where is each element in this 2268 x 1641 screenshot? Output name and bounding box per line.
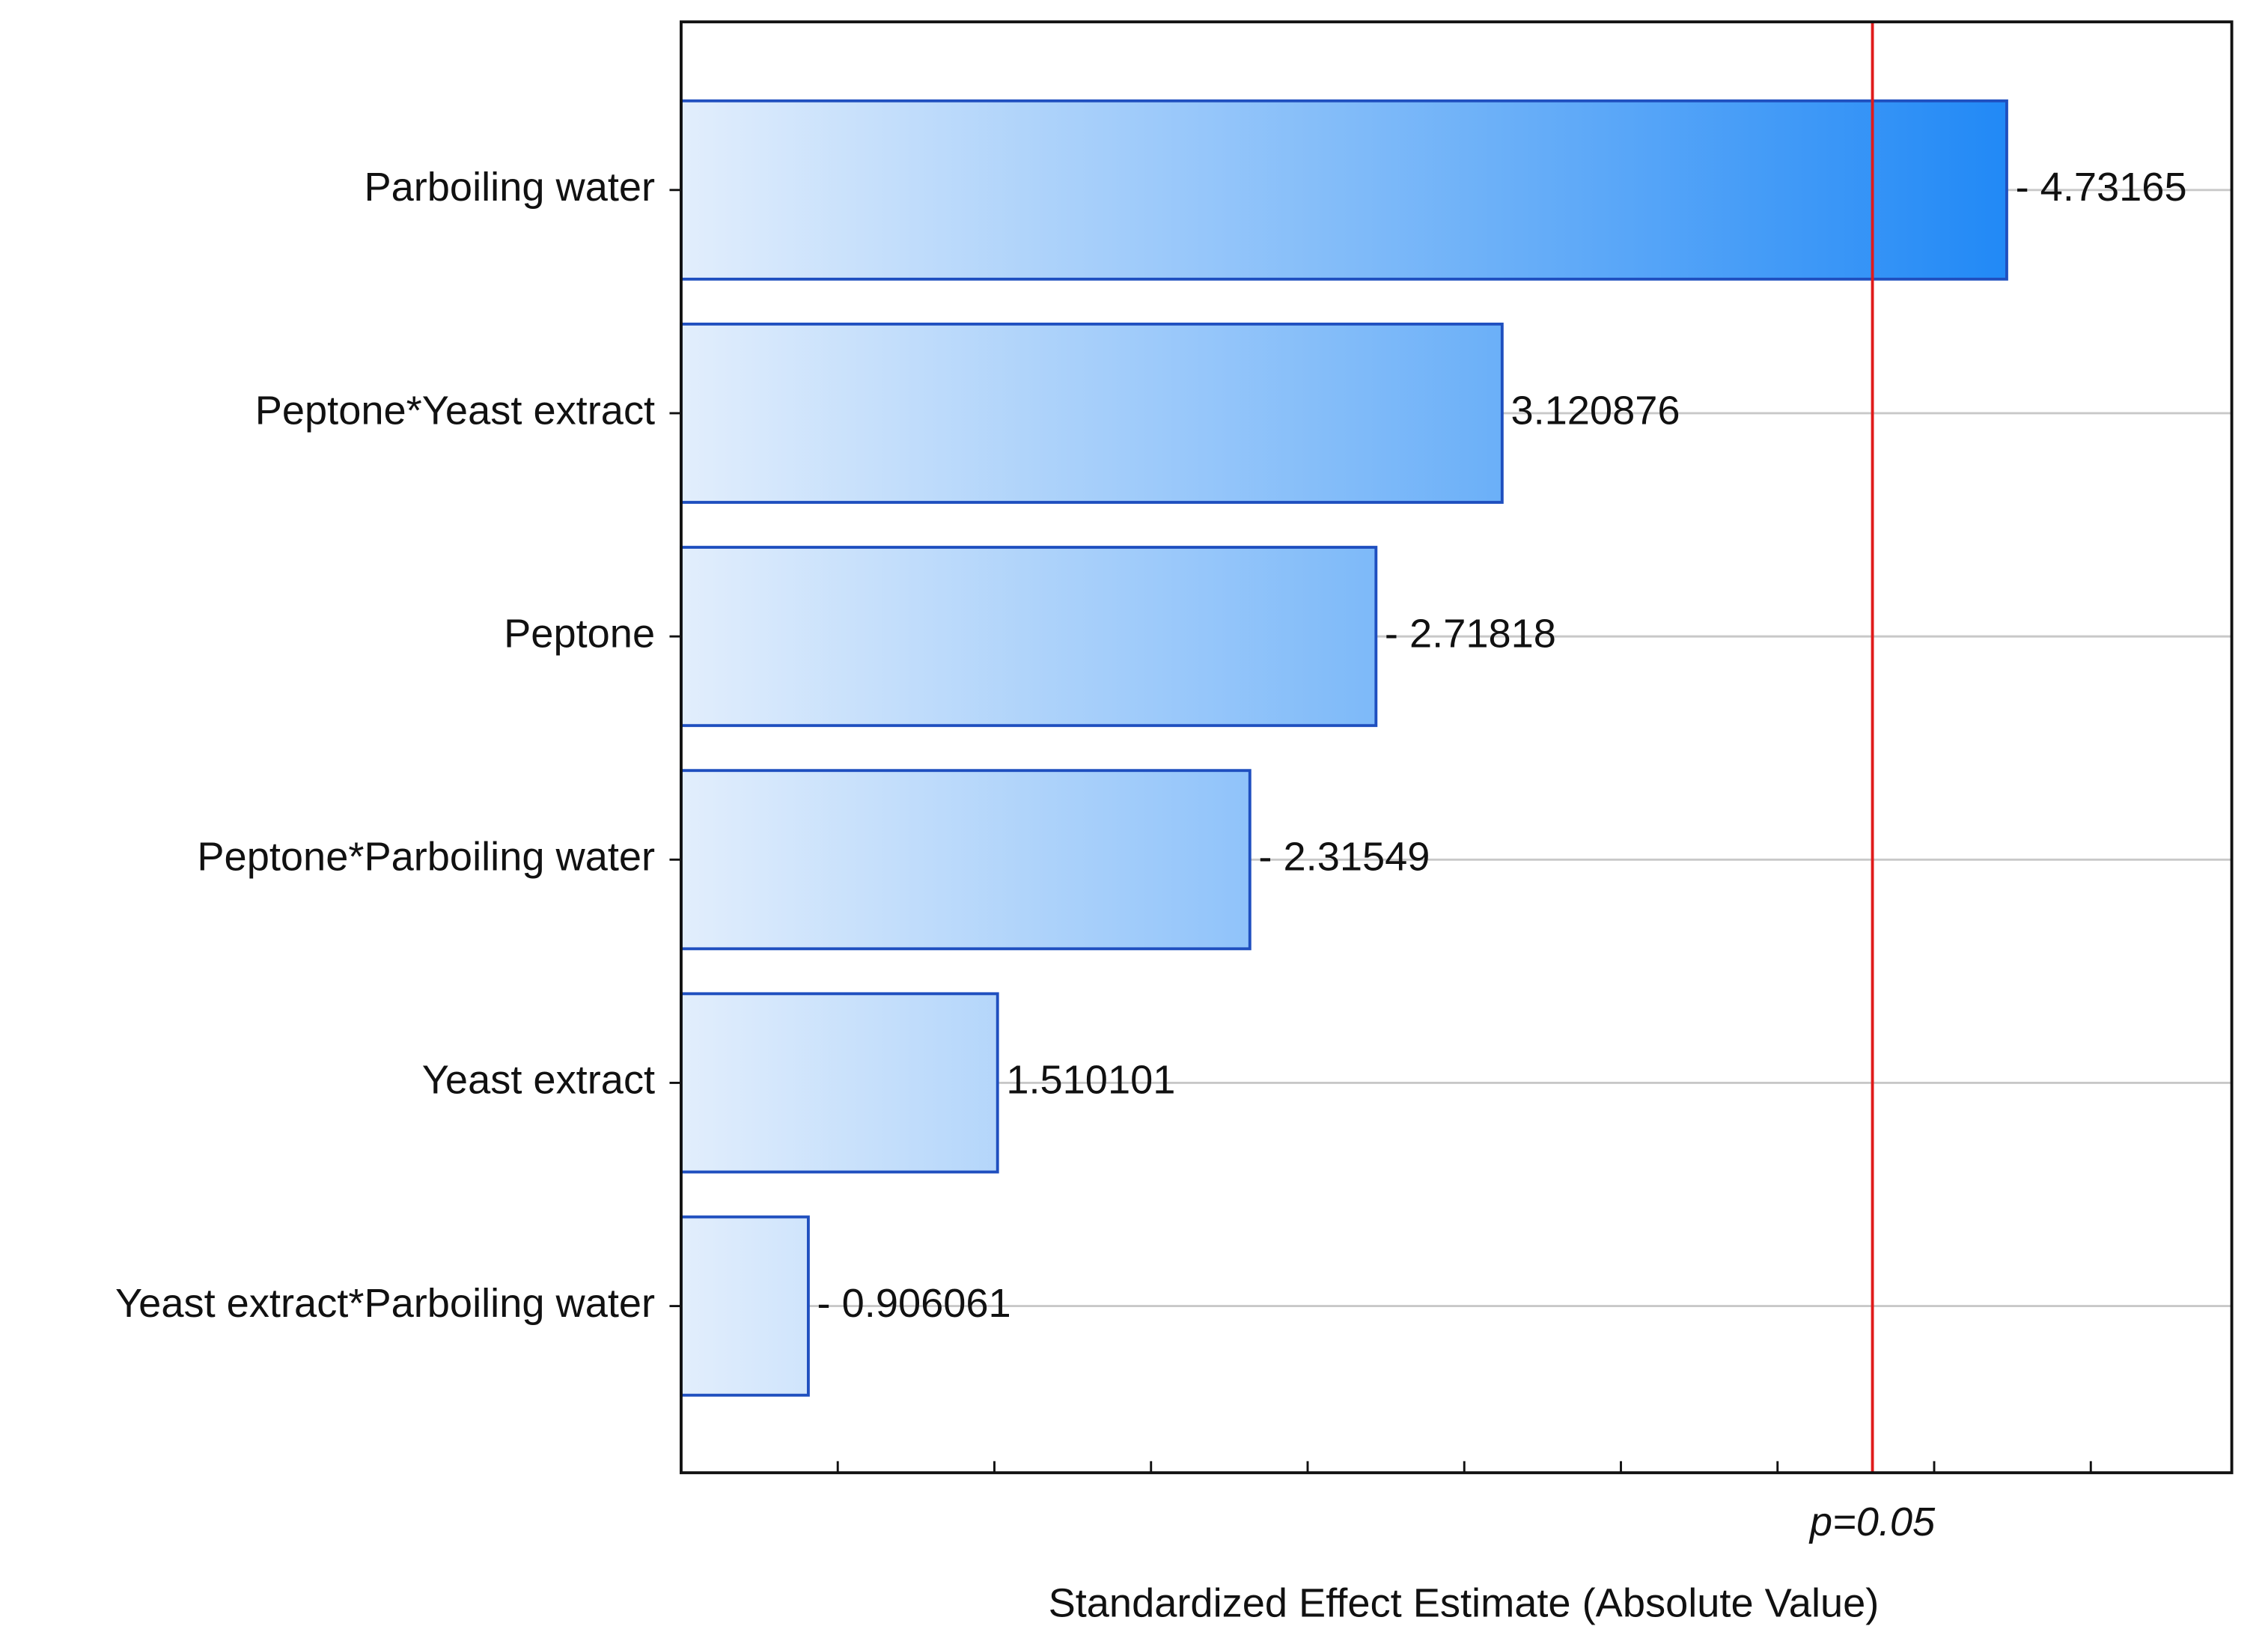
y-tick-label: Peptone — [504, 611, 655, 656]
bar — [680, 322, 1504, 504]
value-label: 1.510101 — [1006, 1058, 1175, 1103]
y-tick-label: Peptone*Yeast extract — [255, 388, 655, 433]
reference-label: p=0.05 — [1808, 1500, 1936, 1544]
y-tick-label: Yeast extract — [422, 1058, 655, 1103]
bar — [680, 99, 2008, 281]
bar — [680, 546, 1378, 728]
bar — [680, 992, 999, 1174]
value-label: 3.120876 — [1511, 388, 1680, 433]
value-label: - 2.71818 — [1385, 611, 1556, 656]
y-tick-label: Peptone*Parboiling water — [197, 835, 655, 880]
value-label: - 4.73165 — [2016, 165, 2187, 210]
bar — [680, 1215, 810, 1397]
y-tick-label: Parboiling water — [364, 165, 655, 210]
y-tick-label: Yeast extract*Parboiling water — [115, 1281, 655, 1326]
value-label: - 0.906061 — [817, 1281, 1011, 1326]
value-label: - 2.31549 — [1258, 835, 1430, 880]
bar — [680, 769, 1252, 951]
x-axis-label: Standardized Effect Estimate (Absolute V… — [1049, 1581, 1880, 1626]
plot-frame — [680, 20, 2234, 1475]
